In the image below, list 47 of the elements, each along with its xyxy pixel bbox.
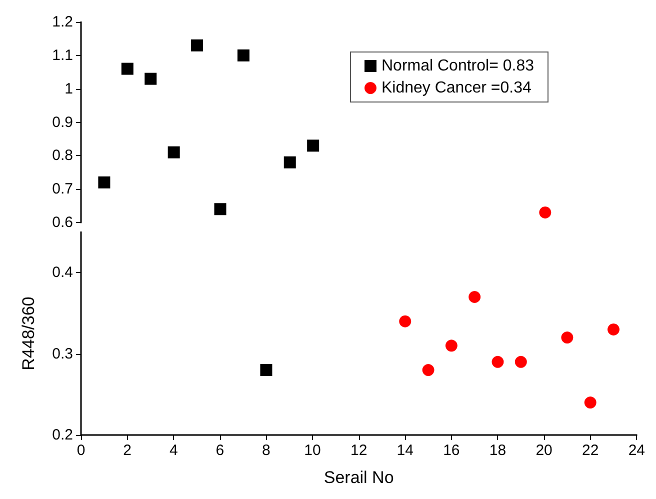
y-tick-label: 1.2 <box>52 14 73 30</box>
legend-label: Normal Control= 0.83 <box>381 58 534 74</box>
legend-label: Kidney Cancer =0.34 <box>381 80 532 96</box>
y-tick-label: 0.3 <box>52 345 73 362</box>
point <box>445 340 458 352</box>
point <box>492 356 504 368</box>
point <box>260 364 272 376</box>
y-tick-label: 0.6 <box>52 214 73 231</box>
x-tick-label: 8 <box>262 442 270 459</box>
x-tick-label: 22 <box>582 442 599 459</box>
point <box>144 72 157 85</box>
point <box>584 396 596 409</box>
y-tick-label: 0.2 <box>52 426 73 444</box>
y-tick-label: 0.9 <box>52 114 73 131</box>
point <box>191 39 204 52</box>
point <box>514 356 527 368</box>
x-tick-label: 10 <box>304 442 321 459</box>
x-tick-label: 2 <box>123 442 132 459</box>
point <box>561 332 574 344</box>
point <box>168 146 180 158</box>
y-tick-label: 0.4 <box>52 264 73 282</box>
point <box>608 323 620 336</box>
x-tick-label: 0 <box>76 442 86 459</box>
y-tick-label: 0.7 <box>52 180 73 198</box>
x-tick-label: 18 <box>489 442 506 459</box>
point <box>237 49 250 62</box>
point <box>399 315 412 328</box>
point <box>121 62 134 75</box>
point <box>422 364 434 376</box>
x-tick-label: 24 <box>628 442 645 459</box>
x-tick-label: 16 <box>443 442 460 459</box>
x-tick-label: 6 <box>216 442 224 459</box>
point <box>468 290 481 303</box>
x-tick-label: 12 <box>350 442 368 459</box>
y-tick-label: 0.8 <box>52 147 73 164</box>
y-axis-title: R448/360 <box>19 296 38 370</box>
point <box>214 203 226 216</box>
point <box>539 206 552 218</box>
y-tick-label: 1 <box>64 80 73 98</box>
x-tick-label: 20 <box>536 442 552 459</box>
x-tick-label: 4 <box>169 442 178 459</box>
point <box>284 156 296 168</box>
point <box>307 140 320 152</box>
x-tick-label: 14 <box>396 442 414 459</box>
point <box>98 176 110 188</box>
y-tick-label: 1.1 <box>52 46 73 64</box>
x-axis-title: Serail No <box>324 468 394 487</box>
